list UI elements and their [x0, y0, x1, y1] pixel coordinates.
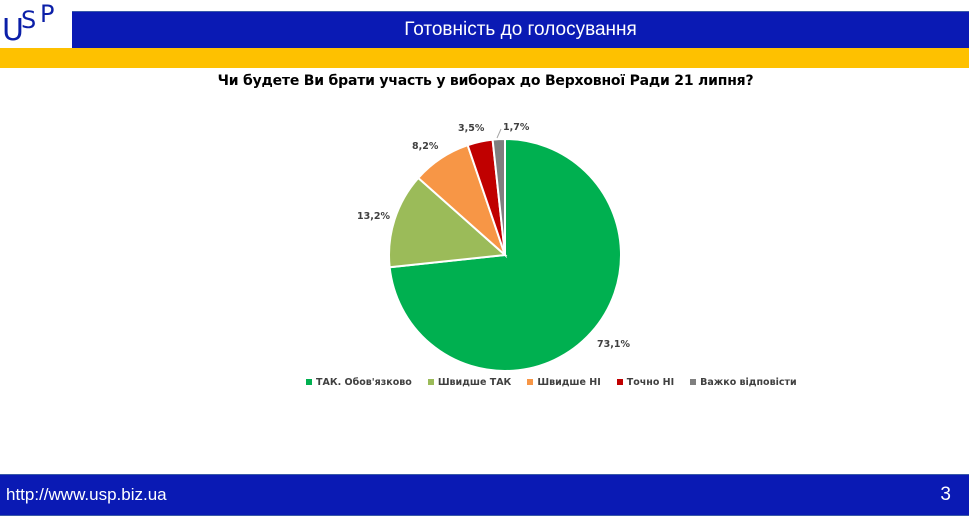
legend-item-rather-yes: Швидше ТАК — [427, 376, 512, 388]
footer-website-link[interactable]: http://www.usp.biz.ua — [6, 485, 167, 504]
chart-title: Чи будете Ви брати участь у виборах до В… — [217, 73, 754, 89]
header-bar — [72, 11, 969, 48]
slice-label-hard-to-say: 1,7% — [503, 122, 530, 133]
logo-letter-p: P — [40, 0, 55, 28]
legend-item-definitely-no: Точно НІ — [616, 376, 675, 388]
legend-label: Точно НІ — [626, 376, 675, 388]
logo-letter-u: U — [2, 13, 24, 48]
slice-label-definitely-no: 3,5% — [458, 123, 485, 134]
legend-item-rather-no: Швидше НІ — [527, 376, 601, 388]
usp-logo: U S P — [2, 2, 70, 48]
legend-swatch — [427, 379, 434, 385]
legend-swatch — [616, 379, 623, 385]
chart-legend: ТАК. Обов'язково Швидше ТАК Швидше НІ То… — [306, 375, 813, 389]
legend-swatch — [306, 379, 312, 385]
pie-slice — [491, 137, 506, 256]
slice-label-rather-yes: 13,2% — [357, 211, 390, 222]
page-number: 3 — [940, 484, 951, 505]
footer-bar — [0, 474, 969, 516]
legend-label: Швидше НІ — [537, 376, 601, 388]
legend-swatch — [690, 379, 697, 385]
legend-label: Важко відповісти — [700, 376, 797, 388]
logo-letter-s: S — [21, 6, 37, 34]
slide-title: Готовність до голосування — [404, 19, 637, 40]
legend-label: ТАК. Обов'язково — [316, 376, 412, 388]
legend-swatch — [527, 379, 534, 385]
slice-label-rather-no: 8,2% — [412, 141, 439, 152]
legend-item-hard-to-say: Важко відповісти — [690, 376, 797, 388]
slice-label-yes-definitely: 73,1% — [597, 339, 630, 350]
legend-item-yes-definitely: ТАК. Обов'язково — [306, 377, 412, 388]
pie-slice — [388, 176, 508, 269]
leader-line — [496, 128, 502, 139]
yellow-stripe — [0, 48, 969, 68]
legend-label: Швидше ТАК — [437, 376, 512, 388]
